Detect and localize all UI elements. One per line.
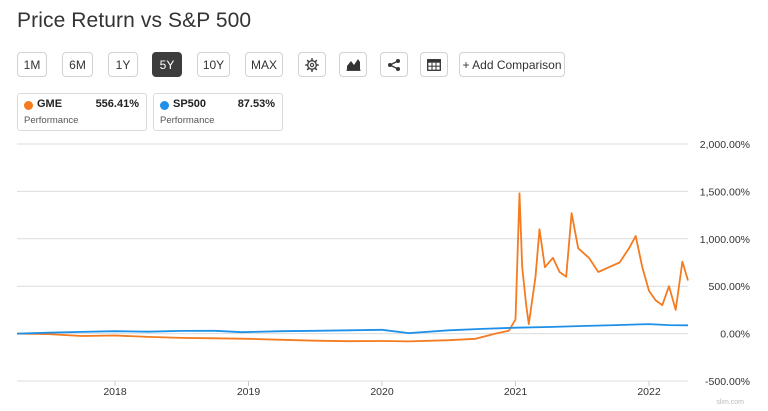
add-comparison-button[interactable]: + Add Comparison [459, 52, 565, 77]
legend-value: 556.41% [95, 98, 139, 110]
legend-subtitle: Performance [160, 115, 215, 126]
watermark: slim.com [716, 399, 744, 406]
x-tick-label: 2018 [103, 386, 127, 398]
y-tick-label: 1,000.00% [700, 234, 750, 246]
y-tick-label: 1,500.00% [700, 186, 750, 198]
y-tick-label: -500.00% [705, 376, 750, 388]
x-tick-label: 2020 [370, 386, 394, 398]
y-tick-label: 2,000.00% [700, 139, 750, 151]
x-tick-label: 2022 [637, 386, 661, 398]
performance-chart: 2,000.00% 1,500.00% 1,000.00% 500.00% 0.00% -… [16, 139, 750, 398]
settings-button[interactable] [298, 52, 326, 77]
legend-card-sp500[interactable]: SP500 87.53% Performance [153, 93, 283, 131]
table-view-button[interactable] [420, 52, 448, 77]
x-tick-label: 2019 [237, 386, 261, 398]
series-color-dot [160, 101, 169, 110]
x-tick-label: 2021 [504, 386, 528, 398]
table-icon [427, 58, 441, 71]
y-tick-label: 0.00% [720, 329, 750, 341]
legend-symbol: GME [37, 98, 63, 110]
range-max-button[interactable]: MAX [245, 52, 283, 77]
legend-symbol: SP500 [173, 98, 207, 110]
legend-subtitle: Performance [24, 115, 79, 126]
range-1y-button[interactable]: 1Y [108, 52, 138, 77]
share-button[interactable] [380, 52, 408, 77]
chart-type-button[interactable] [339, 52, 367, 77]
range-5y-button[interactable]: 5Y [152, 52, 182, 77]
chart-type-icon [346, 59, 360, 71]
series-color-dot [24, 101, 33, 110]
range-6m-button[interactable]: 6M [62, 52, 93, 77]
series-line-gme [16, 192, 689, 343]
legend-value: 87.53% [237, 98, 275, 110]
y-tick-label: 500.00% [709, 281, 750, 293]
legend-card-gme[interactable]: GME 556.41% Performance [17, 93, 147, 131]
range-10y-button[interactable]: 10Y [197, 52, 230, 77]
series-line-sp500 [16, 323, 689, 335]
gear-icon [305, 57, 319, 72]
range-1m-button[interactable]: 1M [17, 52, 47, 77]
page-title: Price Return vs S&P 500 [17, 9, 252, 32]
share-icon [388, 58, 400, 71]
